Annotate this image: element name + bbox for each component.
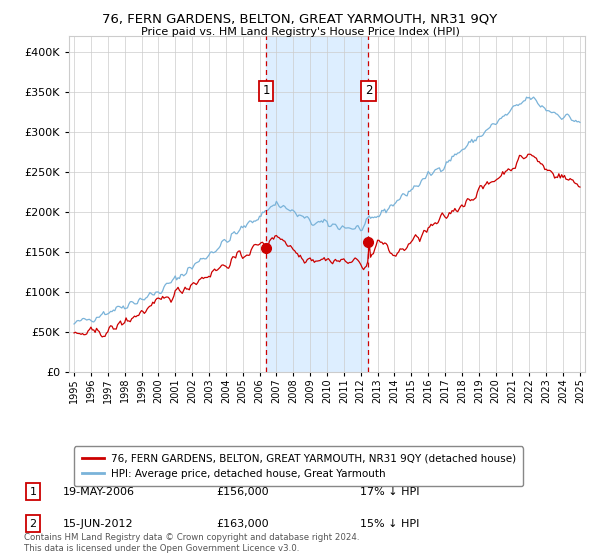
Bar — [266, 36, 368, 372]
Text: Price paid vs. HM Land Registry's House Price Index (HPI): Price paid vs. HM Land Registry's House … — [140, 27, 460, 37]
Text: 2: 2 — [365, 85, 372, 97]
Text: 2: 2 — [29, 519, 37, 529]
Text: 19-MAY-2006: 19-MAY-2006 — [63, 487, 135, 497]
Legend: 76, FERN GARDENS, BELTON, GREAT YARMOUTH, NR31 9QY (detached house), HPI: Averag: 76, FERN GARDENS, BELTON, GREAT YARMOUTH… — [74, 446, 523, 486]
Text: Contains HM Land Registry data © Crown copyright and database right 2024.
This d: Contains HM Land Registry data © Crown c… — [24, 533, 359, 553]
Text: £156,000: £156,000 — [216, 487, 269, 497]
Text: 15-JUN-2012: 15-JUN-2012 — [63, 519, 134, 529]
Text: £163,000: £163,000 — [216, 519, 269, 529]
Text: 17% ↓ HPI: 17% ↓ HPI — [360, 487, 419, 497]
Text: 1: 1 — [262, 85, 270, 97]
Text: 15% ↓ HPI: 15% ↓ HPI — [360, 519, 419, 529]
Text: 76, FERN GARDENS, BELTON, GREAT YARMOUTH, NR31 9QY: 76, FERN GARDENS, BELTON, GREAT YARMOUTH… — [103, 12, 497, 25]
Text: 1: 1 — [29, 487, 37, 497]
